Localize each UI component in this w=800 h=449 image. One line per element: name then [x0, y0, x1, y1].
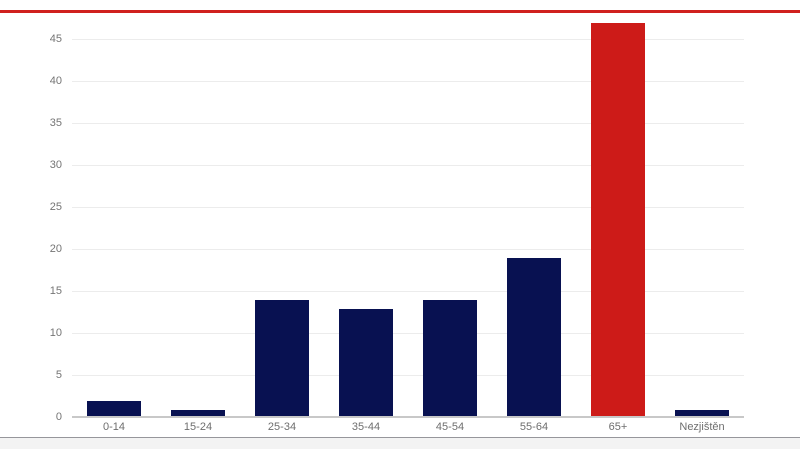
y-tick-label-25: 25	[49, 201, 62, 213]
y-tick-label-0: 0	[55, 411, 62, 423]
x-tick-label-45-54: 45-54	[435, 421, 465, 433]
x-tick-label-Nezjištěn: Nezjištěn	[679, 421, 725, 433]
gridline-10	[72, 333, 744, 334]
gridline-35	[72, 123, 744, 124]
gridline-40	[72, 81, 744, 82]
x-tick-label-15-24: 15-24	[183, 421, 213, 433]
y-tick-label-45: 45	[49, 33, 62, 45]
bar-Nezjištěn	[675, 409, 729, 418]
bar-25-34	[255, 300, 309, 418]
gridline-25	[72, 207, 744, 208]
gridline-5	[72, 375, 744, 376]
y-tick-label-30: 30	[49, 159, 62, 171]
bar-chart-plot-area	[72, 0, 744, 418]
bar-series	[72, 0, 744, 418]
x-tick-label-35-44: 35-44	[351, 421, 381, 433]
bar-slot	[492, 0, 576, 418]
bar-0-14	[87, 401, 141, 418]
bar-slot	[576, 0, 660, 418]
y-tick-label-20: 20	[49, 243, 62, 255]
footer-rule	[0, 437, 800, 449]
gridline-30	[72, 165, 744, 166]
bar-slot	[660, 0, 744, 418]
x-axis-baseline	[72, 416, 744, 418]
top-accent-rule	[0, 10, 800, 13]
gridline-15	[72, 291, 744, 292]
x-axis-labels: 0-14 15-24 25-34 35-44 45-54 55-64 65+ Nezjiště…	[72, 421, 744, 433]
bar-15-24	[171, 409, 225, 418]
bar-45-54	[423, 300, 477, 418]
gridline-45	[72, 39, 744, 40]
x-tick-label-55-64: 55-64	[519, 421, 549, 433]
y-tick-label-10: 10	[49, 327, 62, 339]
x-tick-label-65+: 65+	[608, 421, 628, 433]
y-tick-label-5: 5	[55, 369, 62, 381]
y-tick-label-40: 40	[49, 75, 62, 87]
bar-65+	[591, 23, 645, 418]
bar-55-64	[507, 258, 561, 418]
y-tick-label-15: 15	[49, 285, 62, 297]
x-tick-label-0-14: 0-14	[102, 421, 126, 433]
x-tick-label-25-34: 25-34	[267, 421, 297, 433]
bar-35-44	[339, 308, 393, 418]
y-axis: 0 5 10 15 20 25 30 35 40 45	[0, 0, 62, 423]
bar-slot	[72, 0, 156, 418]
y-tick-label-35: 35	[49, 117, 62, 129]
bar-slot	[240, 0, 324, 418]
bar-slot	[324, 0, 408, 418]
gridline-20	[72, 249, 744, 250]
bar-slot	[408, 0, 492, 418]
bar-slot	[156, 0, 240, 418]
